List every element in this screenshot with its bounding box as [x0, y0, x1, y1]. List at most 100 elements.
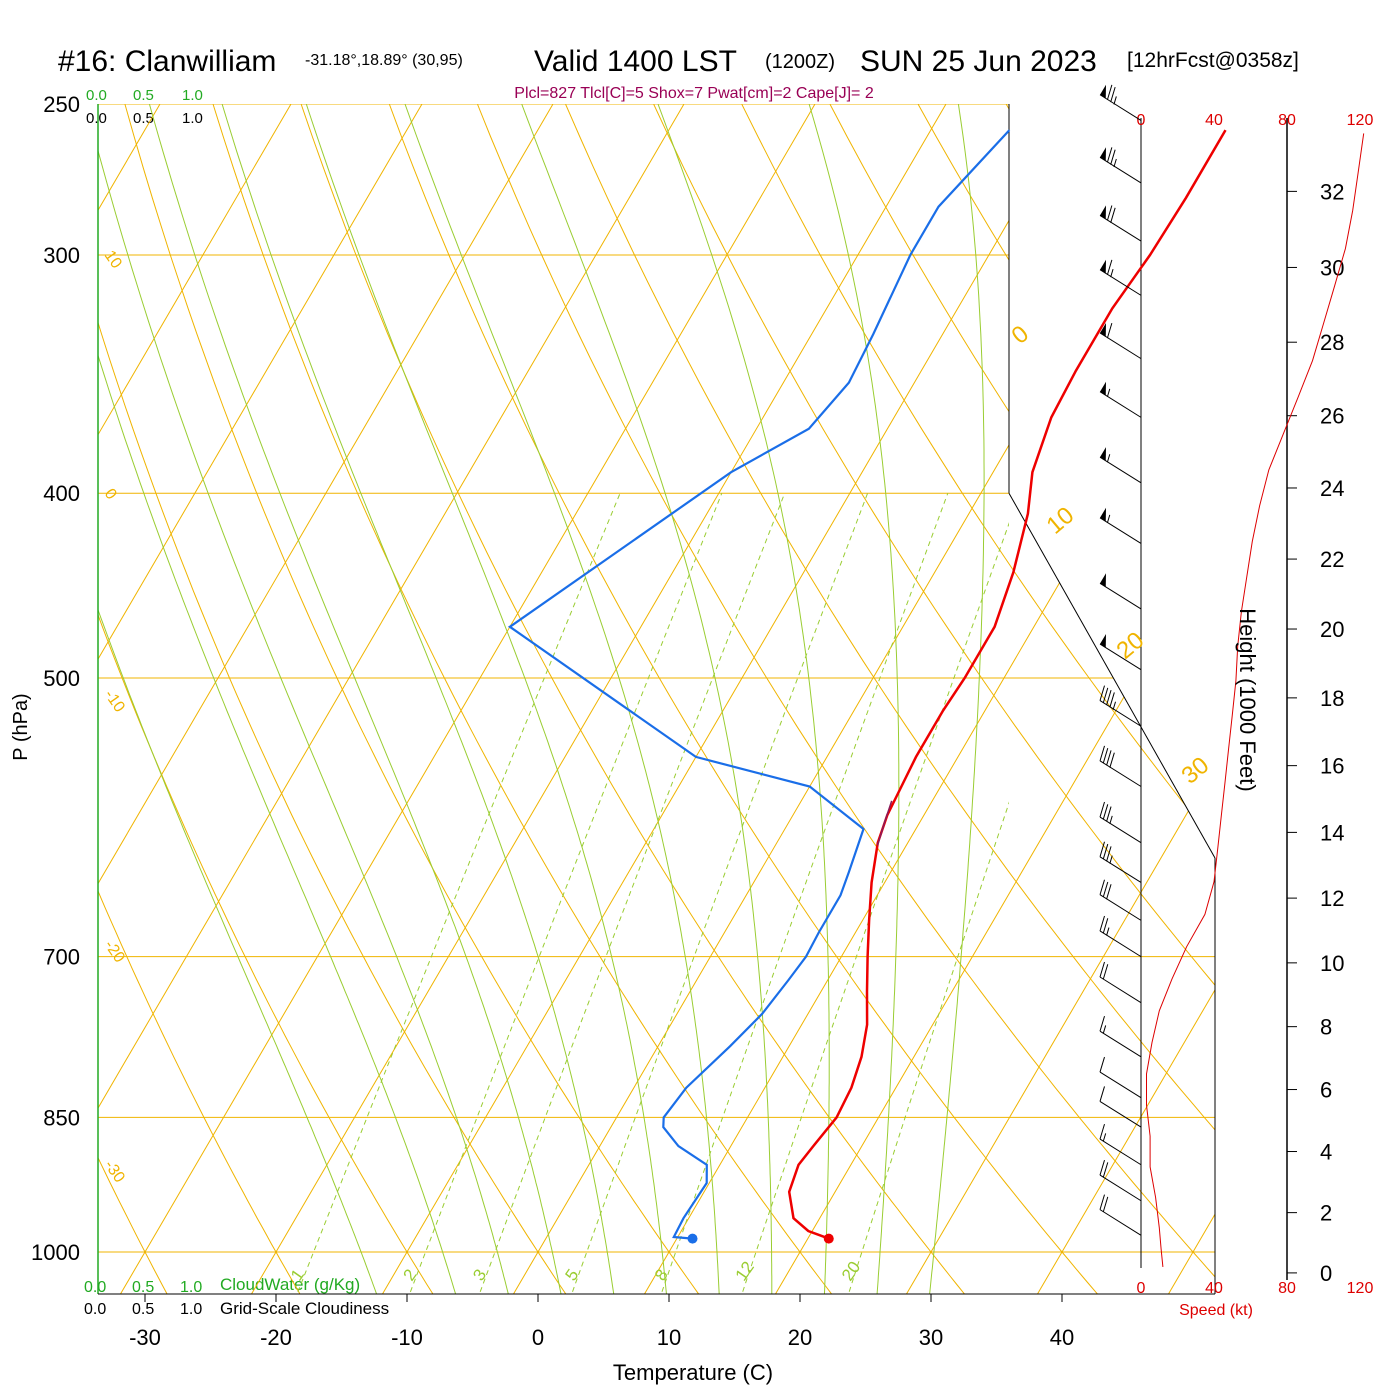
speed-axis-label: Speed (kt): [1179, 1302, 1253, 1319]
dry-adiabat: [724, 104, 1215, 1294]
wind-barb: [1099, 634, 1142, 671]
wind-barb-staff: [1099, 1138, 1142, 1166]
height-tick-26: 26: [1320, 404, 1344, 429]
wind-barb-half-feather: [1106, 927, 1110, 936]
moist-adiabat: [521, 104, 773, 1294]
station-coords: -31.18°,18.89° (30,95): [305, 52, 463, 69]
height-tick-28: 28: [1320, 330, 1344, 355]
wind-barb-feather: [1106, 259, 1113, 276]
wind-barb-feather: [1109, 752, 1115, 768]
cloud-bottom-tick-1: 0.5: [132, 1301, 154, 1318]
pressure-tick-250: 250: [43, 92, 80, 117]
cloud-top-tick-0: 0.0: [86, 110, 107, 127]
wind-barb-half-feather: [1110, 269, 1114, 278]
wind-barb-staff: [1099, 816, 1142, 844]
x-axis-label: Temperature (C): [613, 1360, 773, 1385]
wind-barb-feather: [1106, 884, 1112, 900]
moist-adiabat: [929, 104, 985, 1294]
isotherm-label: -20: [101, 937, 128, 966]
wind-barb-half-feather: [1102, 1133, 1107, 1142]
moist-adiabat: [148, 104, 562, 1294]
temperature-tick-20: 20: [788, 1325, 812, 1350]
speed-top-tick-80: 80: [1278, 112, 1296, 129]
moist-adiabat: [808, 104, 900, 1294]
y-axis-label: P (hPa): [10, 693, 32, 760]
wind-barb-feather: [1102, 1196, 1109, 1213]
wind-barb-staff: [1099, 269, 1142, 296]
wind-barb-pennant: [1100, 381, 1106, 396]
wind-barb-feather: [1106, 806, 1112, 822]
height-tick-4: 4: [1320, 1140, 1332, 1165]
wind-barb-feather: [1106, 322, 1113, 339]
forecast-date: SUN 25 Jun 2023: [860, 45, 1097, 78]
mixing-ratio-label: 8: [651, 1266, 672, 1285]
height-tick-10: 10: [1320, 951, 1344, 976]
theta-label: 10: [1042, 502, 1080, 540]
wind-barbs: [1099, 84, 1142, 1236]
wind-barb: [1099, 879, 1142, 921]
wind-barb-feather: [1106, 846, 1112, 862]
moist-adiabat: [305, 104, 667, 1294]
isotherm-line: [644, 104, 1215, 1294]
forecast-info: [12hrFcst@0358z]: [1127, 49, 1299, 72]
cw-top-tick-1: 0.5: [133, 87, 154, 104]
wind-barb-pennant: [1100, 322, 1106, 337]
wind-barb-feather: [1099, 1086, 1105, 1102]
pressure-tick-500: 500: [43, 666, 80, 691]
isotherm-line: [513, 104, 1209, 1294]
wind-barb-staff: [1099, 156, 1142, 184]
dry-adiabat: [98, 104, 305, 1294]
wind-barb: [1099, 1194, 1142, 1236]
dry-adiabat: [550, 104, 1215, 1294]
dry-adiabat: [98, 104, 571, 1294]
wind-barb-pennant: [1100, 507, 1106, 522]
wind-barb-feather: [1099, 1123, 1105, 1140]
moist-adiabat: [657, 104, 830, 1294]
pressure-tick-300: 300: [43, 243, 80, 268]
mixing-ratio-line: [741, 522, 1009, 1294]
speed-line: [1146, 133, 1365, 1267]
wind-barb-feather: [1102, 804, 1109, 820]
moist-adiabat: [98, 608, 378, 1294]
wind-barb-staff: [1099, 1101, 1142, 1128]
isotherm-line: [98, 104, 554, 1294]
mixing-ratio-line: [660, 493, 949, 1294]
wind-barb: [1099, 745, 1142, 787]
wind-barb: [1099, 915, 1142, 958]
wind-barb: [1099, 1086, 1142, 1128]
moist-adiabat: [221, 104, 615, 1294]
wind-barb-feather: [1099, 961, 1105, 978]
mixing-ratio-line: [409, 493, 723, 1294]
wind-barb: [1099, 685, 1142, 727]
wind-barb-feather: [1106, 84, 1113, 101]
wind-barb: [1099, 573, 1142, 610]
cw-top-tick-2: 1.0: [182, 87, 203, 104]
wind-barb-feather: [1099, 1056, 1105, 1073]
temperature-tick-10: 10: [657, 1325, 681, 1350]
isotherm-line: [120, 104, 816, 1294]
height-tick-8: 8: [1320, 1015, 1332, 1040]
pressure-tick-400: 400: [43, 481, 80, 506]
speed-profile: [1146, 133, 1365, 1267]
wind-barb-feather: [1106, 750, 1112, 766]
zulu-time: (1200Z): [765, 51, 835, 73]
wind-barb: [1099, 1123, 1142, 1166]
speed-bottom-tick-120: 120: [1347, 1280, 1374, 1297]
wind-barb: [1099, 259, 1142, 296]
wind-barb-feather: [1110, 87, 1116, 103]
series-parcel: [876, 800, 893, 846]
wind-barb: [1099, 961, 1142, 1004]
wind-barb-staff: [1099, 760, 1142, 787]
wind-barb-staff: [1099, 976, 1142, 1004]
wind-barb-feather: [1099, 745, 1105, 761]
wind-barb-half-feather: [1113, 158, 1117, 168]
isotherm-line: [1037, 104, 1215, 1294]
temperature-tick--30: -30: [129, 1325, 161, 1350]
wind-barb-half-feather: [1109, 855, 1113, 864]
height-tick-20: 20: [1320, 617, 1344, 642]
cloudwater-bottom-ticks: 0.0 0.5 1.0 CloudWater (g/Kg) 0.0 0.5 1.…: [84, 1275, 389, 1318]
sounding-traces: [507, 129, 1227, 1244]
cw-top-tick-0: 0.0: [86, 87, 107, 104]
wind-barb-staff: [1099, 894, 1142, 921]
wind-barb-feather: [1102, 1162, 1109, 1178]
